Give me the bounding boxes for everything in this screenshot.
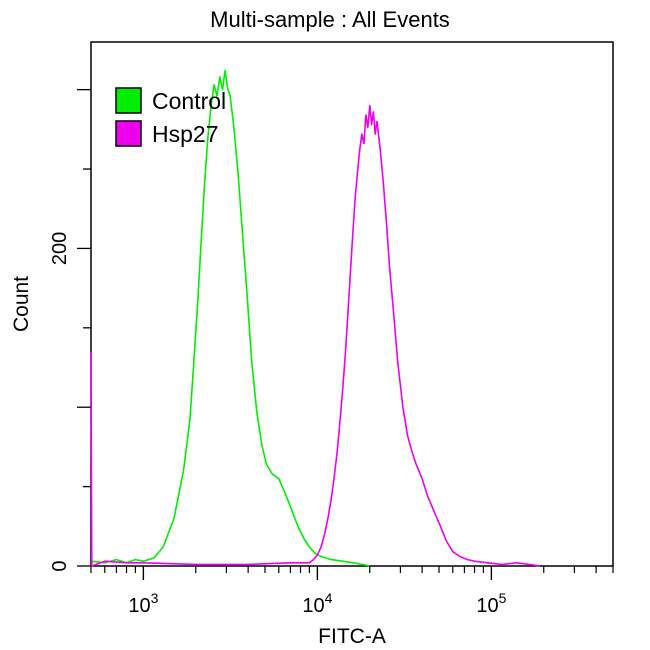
series-layer bbox=[90, 69, 541, 567]
legend-swatch-hsp27 bbox=[115, 120, 142, 147]
legend-label-hsp27: Hsp27 bbox=[152, 121, 218, 147]
series-line-hsp27 bbox=[90, 104, 541, 567]
x-axis-label: FITC-A bbox=[318, 625, 386, 648]
x-minor-ticks bbox=[90, 566, 614, 573]
y-axis-label: Count bbox=[10, 276, 33, 332]
legend-swatch-control bbox=[115, 87, 142, 114]
x-tick-label: 105 bbox=[476, 590, 506, 617]
y-ticks: 0 200 bbox=[49, 88, 91, 572]
chart-title: Multi-sample : All Events bbox=[210, 7, 450, 32]
series-line-control bbox=[90, 69, 370, 567]
x-tick-label: 104 bbox=[302, 590, 332, 617]
y-tick-label: 0 bbox=[49, 560, 71, 571]
legend: Control Hsp27 bbox=[115, 87, 226, 147]
x-tick-label: 103 bbox=[128, 590, 158, 617]
legend-label-control: Control bbox=[152, 88, 226, 114]
y-tick-label: 200 bbox=[49, 232, 71, 265]
x-ticks: 103 104 105 bbox=[128, 566, 507, 617]
plot-frame bbox=[90, 41, 614, 567]
